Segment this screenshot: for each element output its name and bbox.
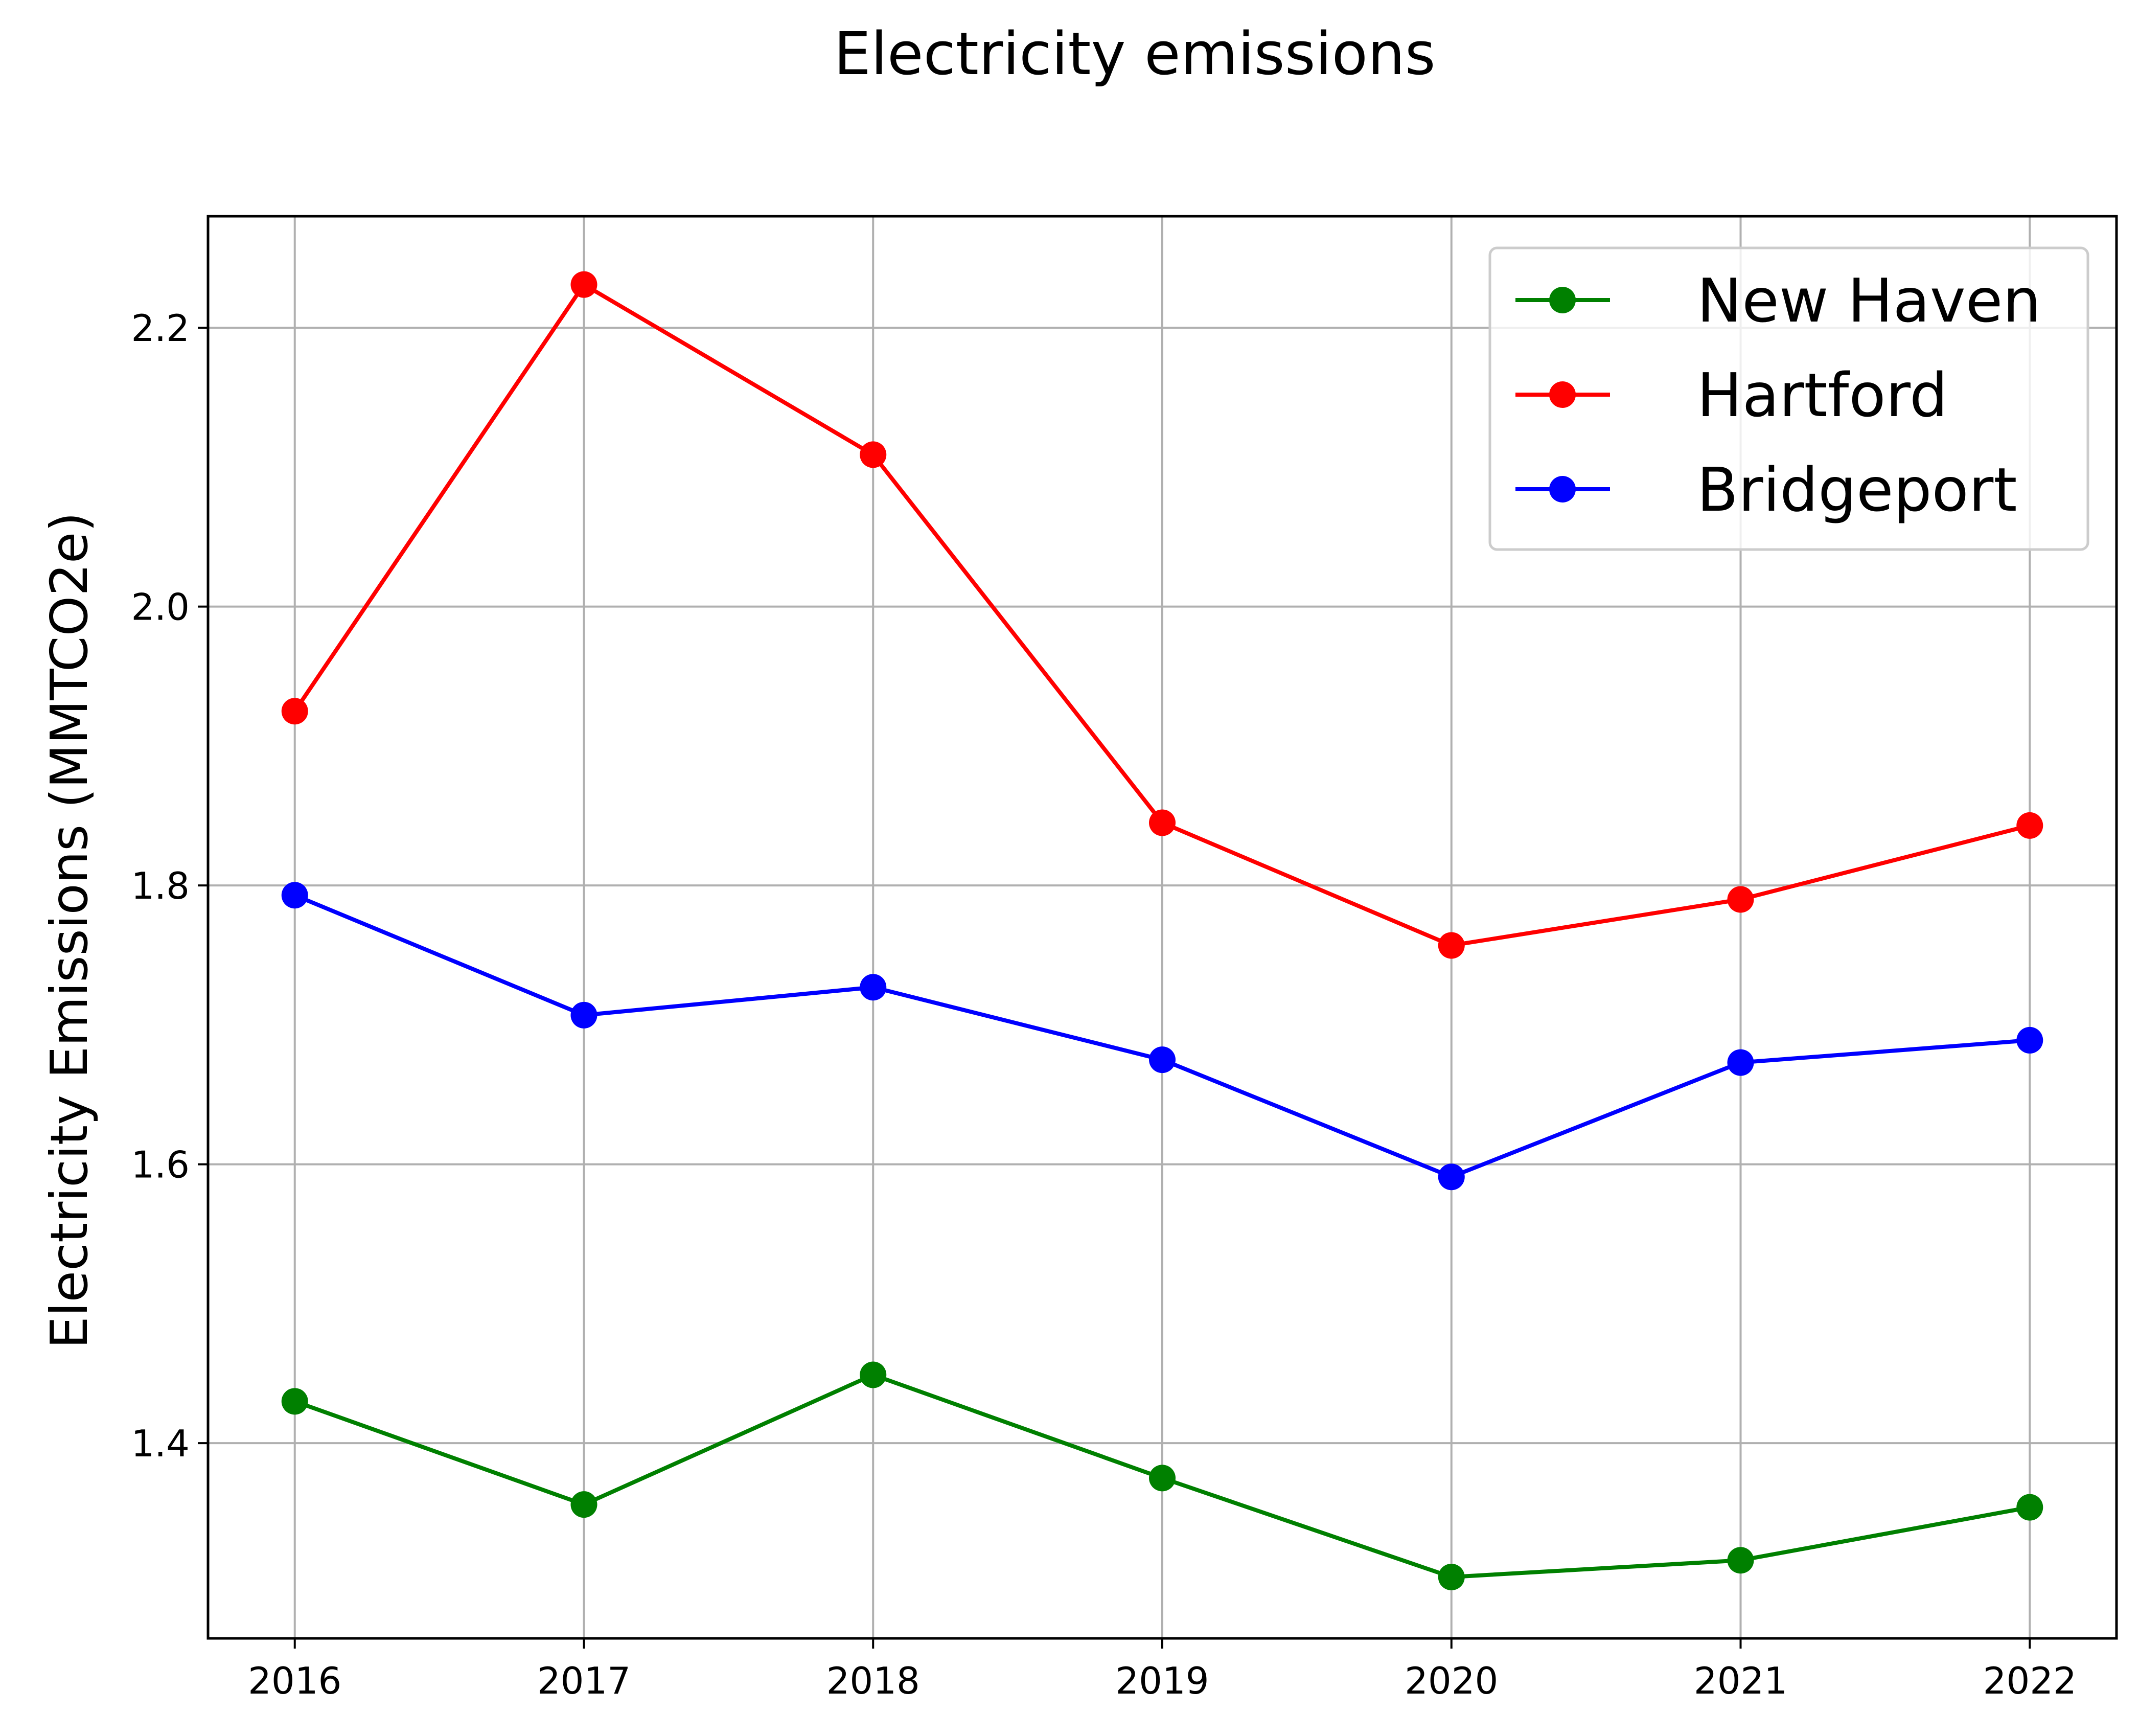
- legend-marker-bridgeport: [1549, 476, 1576, 502]
- legend-marker-hartford: [1549, 381, 1576, 408]
- data-point-new-haven: [1727, 1547, 1754, 1574]
- data-point-hartford: [1438, 932, 1465, 959]
- legend-label-bridgeport: Bridgeport: [1697, 454, 2017, 525]
- data-point-new-haven: [1149, 1465, 1176, 1492]
- data-point-hartford: [1727, 886, 1754, 913]
- data-point-bridgeport: [860, 974, 887, 1001]
- y-tick-label: 1.8: [131, 864, 190, 907]
- x-tick-label: 2020: [1405, 1659, 1498, 1702]
- y-tick-label: 1.4: [131, 1422, 190, 1465]
- legend: New Haven Hartford Bridgeport: [1488, 246, 2089, 551]
- data-point-new-haven: [281, 1388, 308, 1415]
- legend-box: [1488, 246, 2089, 551]
- data-point-bridgeport: [1149, 1046, 1176, 1073]
- data-point-bridgeport: [570, 1001, 597, 1029]
- data-point-hartford: [2016, 812, 2043, 839]
- data-point-hartford: [1149, 809, 1176, 836]
- data-point-new-haven: [570, 1491, 597, 1518]
- axis-ticks: 2016 2017 2018 2019 2020 2021 2022 1.4 1.6 1.8 2.0…: [131, 307, 2076, 1702]
- y-tick-label: 2.2: [131, 307, 190, 350]
- data-point-bridgeport: [1438, 1163, 1465, 1191]
- data-point-bridgeport: [1727, 1049, 1754, 1076]
- data-point-bridgeport: [281, 882, 308, 909]
- x-tick-label: 2017: [537, 1659, 631, 1702]
- series-lines: [281, 271, 2043, 1590]
- x-tick-label: 2016: [248, 1659, 341, 1702]
- data-point-new-haven: [860, 1361, 887, 1388]
- x-tick-label: 2018: [826, 1659, 920, 1702]
- legend-marker-new-haven: [1549, 287, 1576, 313]
- y-tick-label: 2.0: [131, 586, 190, 629]
- legend-label-hartford: Hartford: [1697, 360, 1948, 430]
- data-point-hartford: [281, 698, 308, 725]
- data-point-hartford: [860, 441, 887, 468]
- y-axis-label: Electricity Emissions (MMTCO2e): [39, 512, 99, 1349]
- chart-title: Electricity emissions: [834, 20, 1435, 88]
- data-point-hartford: [570, 271, 597, 298]
- data-point-new-haven: [2016, 1494, 2043, 1521]
- x-tick-label: 2021: [1694, 1659, 1787, 1702]
- x-tick-label: 2022: [1983, 1659, 2077, 1702]
- x-tick-label: 2019: [1115, 1659, 1209, 1702]
- y-tick-label: 1.6: [131, 1144, 190, 1186]
- legend-label-new-haven: New Haven: [1697, 265, 2041, 336]
- data-point-bridgeport: [2016, 1026, 2043, 1054]
- data-point-new-haven: [1438, 1563, 1465, 1590]
